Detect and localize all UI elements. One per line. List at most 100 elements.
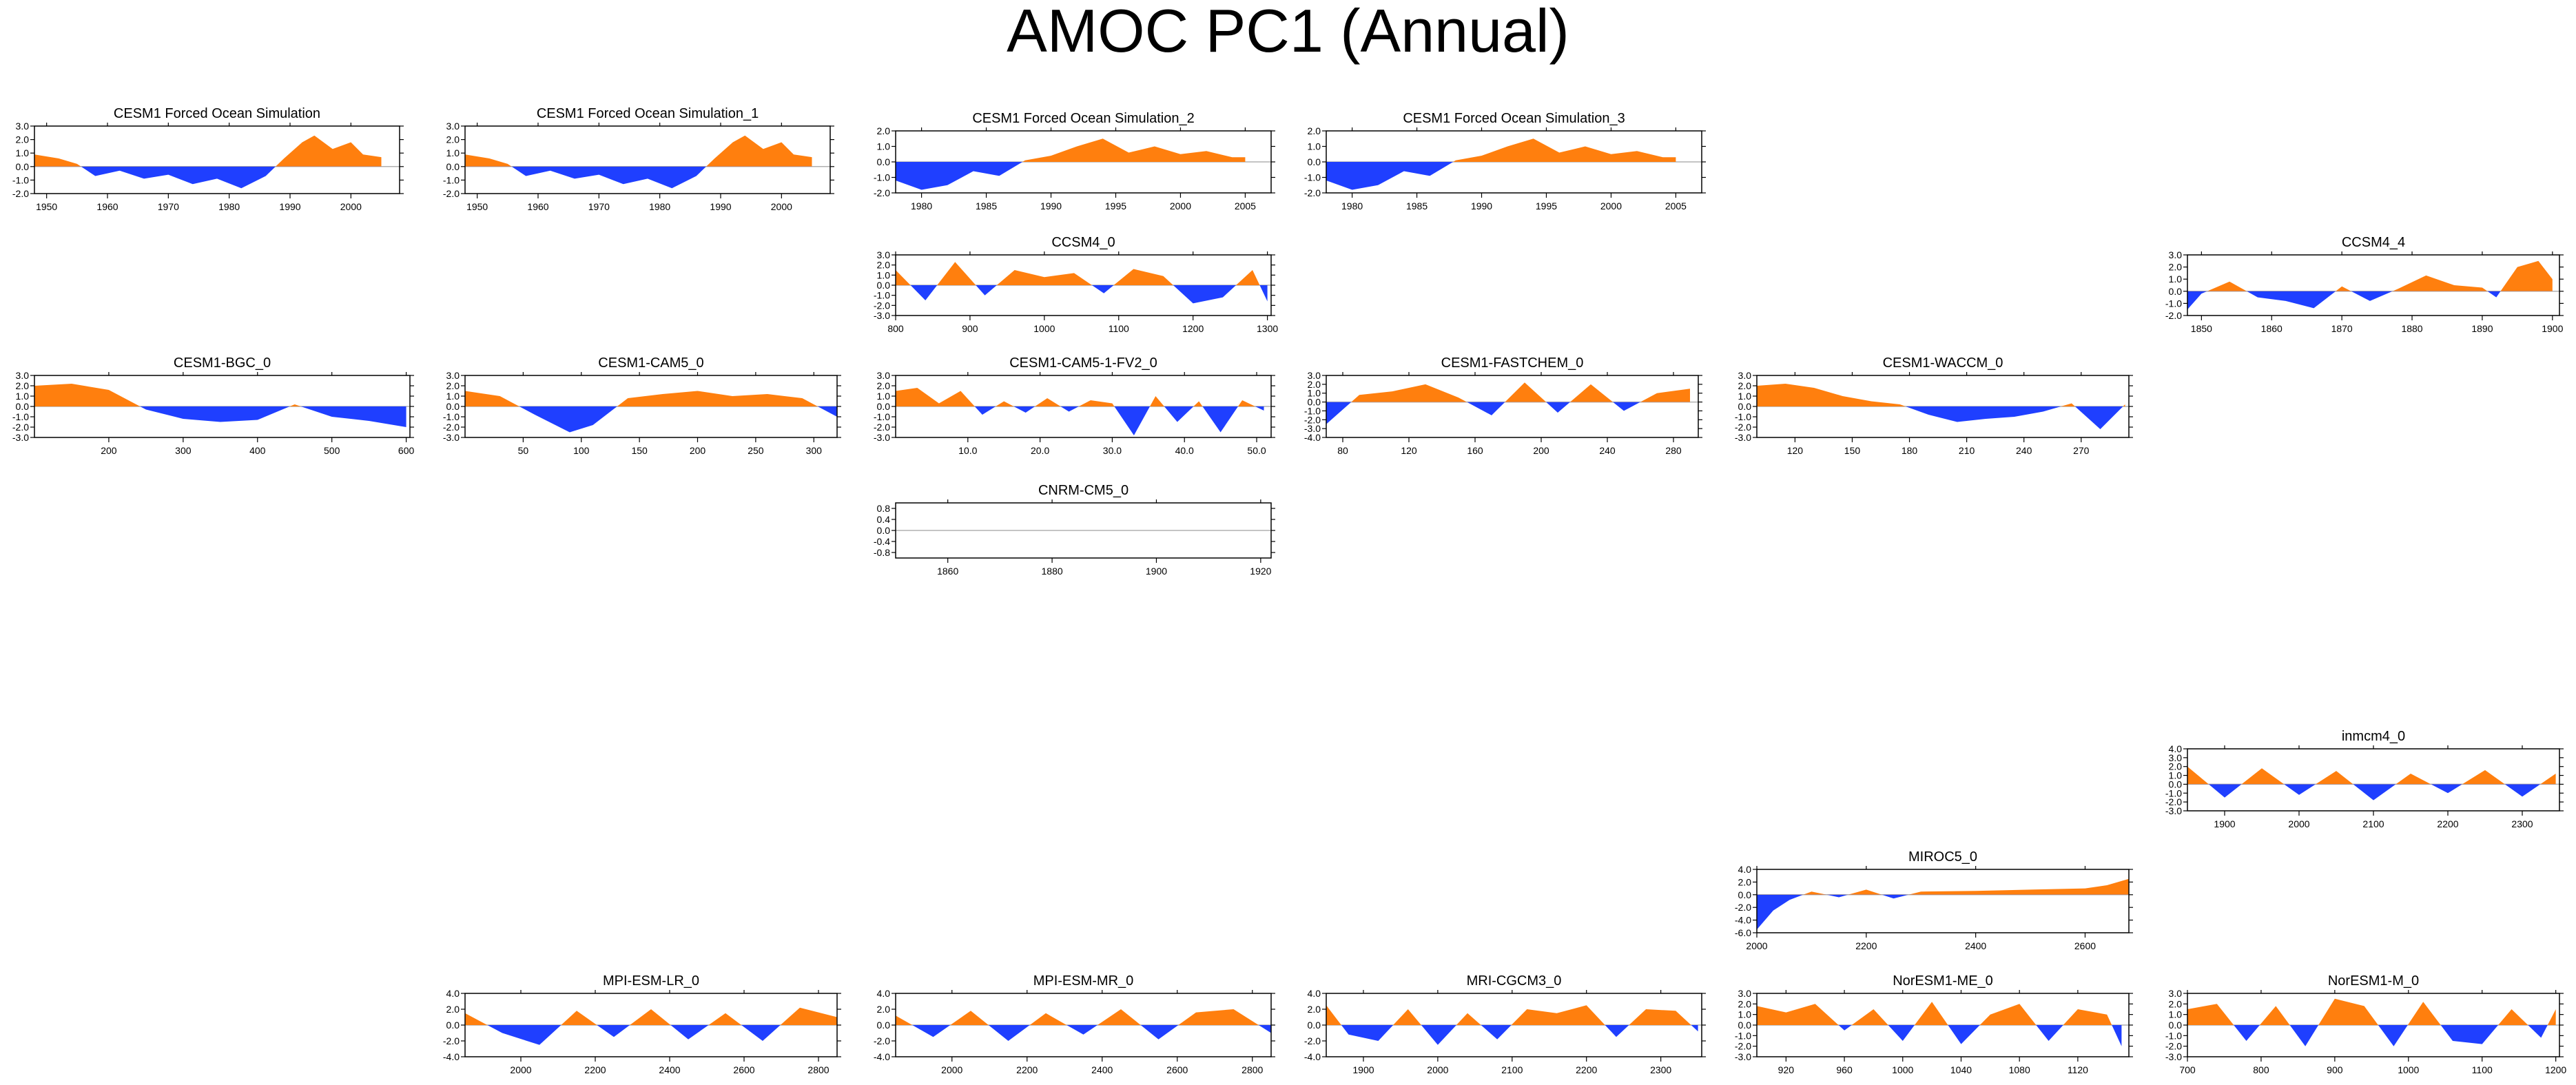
y-tick-label: 2.0 (446, 380, 460, 391)
y-tick-label: 0.0 (2169, 1020, 2183, 1031)
panel-title: CESM1-CAM5_0 (598, 355, 703, 371)
y-tick-label: 3.0 (16, 121, 30, 132)
x-tick-label: 800 (2253, 1064, 2269, 1075)
x-tick-label: 50 (518, 445, 529, 456)
y-tick-label: 2.0 (1308, 1004, 1321, 1015)
x-tick-label: 2000 (941, 1064, 962, 1075)
y-tick-label: 1.0 (1308, 141, 1321, 152)
panel-title: CESM1 Forced Ocean Simulation_1 (537, 106, 759, 121)
panel-title: MPI-ESM-LR_0 (603, 973, 699, 989)
series-area-positive (465, 391, 837, 406)
x-tick-label: 500 (324, 445, 340, 456)
chart-panel: CESM1 Forced Ocean Simulation_2 2.0 1.0 0.0… (874, 111, 1275, 211)
y-tick-label: 1.0 (16, 391, 30, 402)
y-tick-label: 2.0 (2169, 761, 2183, 772)
series-area-positive (2187, 766, 2556, 785)
x-tick-label: 1870 (2331, 323, 2353, 334)
y-tick-label: -3.0 (874, 432, 890, 443)
y-tick-label: -3.0 (443, 432, 460, 443)
plot-frame (464, 125, 831, 194)
x-tick-label: 2000 (771, 201, 792, 212)
x-tick-label: 1040 (1950, 1064, 1972, 1075)
x-tick-label: 2200 (584, 1064, 606, 1075)
panel-title: CCSM4_0 (1051, 235, 1115, 250)
x-tick-label: 700 (2179, 1064, 2196, 1075)
panel-title: NorESM1-M_0 (2328, 973, 2419, 989)
x-tick-label: 2400 (1965, 940, 1986, 951)
series-area-positive (1326, 138, 1676, 162)
x-tick-label: 1120 (2068, 1064, 2088, 1075)
y-tick-label: -3.0 (1304, 423, 1321, 434)
x-tick-label: 1000 (1033, 323, 1055, 334)
x-tick-label: 120 (1787, 445, 1804, 456)
y-tick-label: -4.0 (443, 1051, 460, 1062)
x-tick-label: 1100 (1109, 323, 1129, 334)
x-tick-label: 1980 (649, 201, 670, 212)
series-area-negative (511, 166, 706, 189)
y-tick-label: 3.0 (1738, 988, 1752, 999)
x-tick-label: 2000 (1170, 200, 1191, 211)
y-tick-label: 1.0 (877, 269, 891, 280)
x-tick-label: 150 (1844, 445, 1861, 456)
y-tick-label: -2.0 (2165, 796, 2182, 807)
x-tick-label: 1000 (1892, 1064, 1913, 1075)
y-tick-label: 2.0 (16, 134, 30, 145)
y-tick-label: 4.0 (2169, 743, 2183, 754)
y-tick-label: -3.0 (2165, 805, 2182, 816)
y-tick-label: -2.0 (12, 422, 29, 433)
y-tick-label: 3.0 (1738, 370, 1752, 381)
panel-title: NorESM1-ME_0 (1893, 973, 1993, 989)
x-tick-label: 2200 (1016, 1064, 1038, 1075)
x-tick-label: 1900 (2214, 818, 2235, 829)
chart-panel: CESM1-WACCM_0 3.02.01.00.0-1.0-2.0-3.0 120… (1735, 355, 2133, 456)
y-tick-label: -1.0 (12, 411, 29, 422)
x-tick-label: 1980 (911, 200, 932, 211)
x-tick-label: 2100 (1501, 1064, 1523, 1075)
y-tick-label: 1.0 (1738, 391, 1752, 402)
x-tick-label: 150 (631, 445, 648, 456)
series-area-positive (896, 138, 1246, 162)
y-tick-label: -0.4 (874, 536, 890, 547)
x-tick-label: 200 (101, 445, 117, 456)
x-tick-label: 900 (2327, 1064, 2343, 1075)
y-tick-label: -4.0 (1304, 432, 1321, 443)
x-tick-label: 1985 (976, 200, 997, 211)
y-tick-label: 2.0 (1308, 125, 1321, 136)
y-tick-label: -1.0 (2165, 1030, 2182, 1041)
x-tick-label: 2000 (1600, 200, 1622, 211)
x-tick-label: 1880 (1042, 566, 1063, 577)
y-tick-label: -2.0 (1735, 1041, 1751, 1052)
y-tick-label: 0.0 (1738, 1020, 1752, 1031)
x-tick-label: 1000 (2398, 1064, 2419, 1075)
x-tick-label: 120 (1401, 445, 1417, 456)
x-tick-label: 2800 (1241, 1064, 1263, 1075)
x-tick-label: 100 (573, 445, 590, 456)
y-tick-label: 3.0 (1308, 370, 1321, 381)
chart-panel: CNRM-CM5_0 0.80.40.0-0.4-0.8 1860 1880 1900 1… (874, 483, 1275, 577)
x-tick-label: 160 (1467, 445, 1483, 456)
series-area-positive (1326, 1005, 1698, 1025)
series-area-negative (465, 1025, 837, 1045)
x-tick-label: 280 (1665, 445, 1682, 456)
y-tick-label: 0.0 (1738, 889, 1752, 900)
x-tick-label: 30.0 (1103, 445, 1122, 456)
y-tick-label: 0.4 (877, 514, 891, 525)
y-tick-label: -2.0 (12, 188, 29, 199)
y-tick-label: 2.0 (1738, 876, 1752, 887)
y-tick-label: 2.0 (446, 1004, 460, 1015)
plot-frame (1326, 375, 1699, 438)
plot-frame (34, 125, 400, 194)
y-tick-label: 1.0 (446, 391, 460, 402)
y-tick-label: 0.0 (877, 1020, 891, 1031)
x-tick-label: 1100 (2472, 1064, 2493, 1075)
y-tick-label: 0.0 (1738, 401, 1752, 412)
panel-title: CESM1 Forced Ocean Simulation_3 (1403, 111, 1625, 126)
y-tick-label: -2.0 (1304, 187, 1321, 198)
panel-title: MIROC5_0 (1908, 849, 1977, 865)
y-tick-label: -4.0 (1735, 915, 1751, 926)
y-tick-label: 0.0 (2169, 286, 2183, 297)
x-tick-label: 1890 (2471, 323, 2493, 334)
x-tick-label: 240 (2016, 445, 2032, 456)
series-area-positive (1757, 384, 2125, 406)
series-area-negative (2187, 1025, 2556, 1046)
